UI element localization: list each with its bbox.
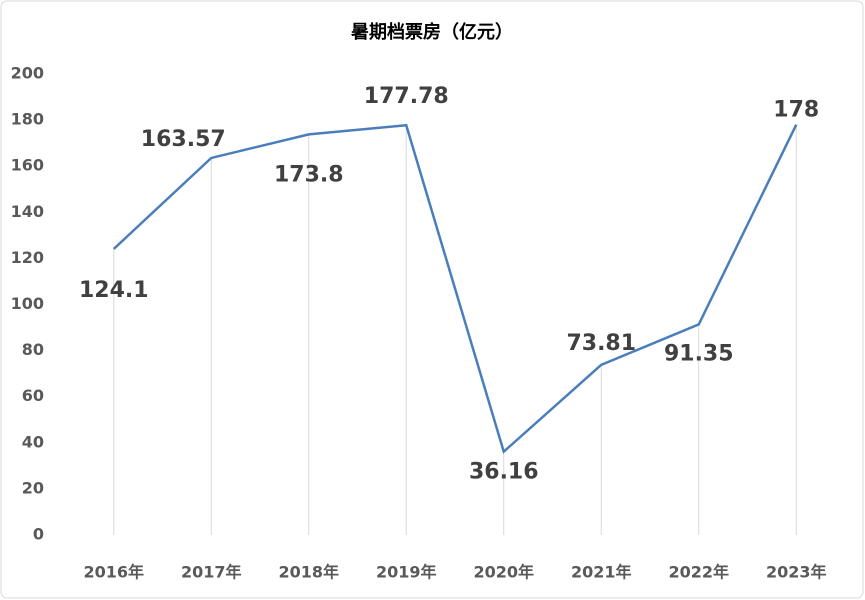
y-tick-label: 40 xyxy=(22,432,44,451)
x-tick-label: 2022年 xyxy=(668,563,729,582)
data-label: 36.16 xyxy=(469,460,539,485)
x-tick-label: 2021年 xyxy=(571,563,632,582)
data-label: 73.81 xyxy=(566,331,636,356)
data-label: 124.1 xyxy=(79,278,149,303)
x-tick-label: 2016年 xyxy=(83,563,144,582)
data-label: 173.8 xyxy=(274,162,344,187)
chart-title: 暑期档票房（亿元） xyxy=(351,21,513,43)
y-tick-label: 100 xyxy=(11,294,44,313)
y-tick-label: 160 xyxy=(11,156,44,175)
y-tick-label: 180 xyxy=(11,110,44,129)
x-tick-label: 2018年 xyxy=(278,563,339,582)
x-tick-label: 2017年 xyxy=(181,563,242,582)
data-label: 178 xyxy=(773,98,819,123)
data-label: 177.78 xyxy=(364,84,449,109)
y-tick-label: 80 xyxy=(22,340,44,359)
y-tick-label: 60 xyxy=(22,386,44,405)
y-tick-label: 140 xyxy=(11,202,44,221)
y-tick-label: 120 xyxy=(11,248,44,267)
data-line xyxy=(112,123,798,454)
data-label: 163.57 xyxy=(141,127,226,152)
x-tick-label: 2019年 xyxy=(376,563,437,582)
y-tick-label: 0 xyxy=(33,525,44,544)
data-label: 91.35 xyxy=(664,341,734,366)
y-tick-label: 20 xyxy=(22,478,44,497)
y-tick-label: 200 xyxy=(11,64,44,83)
x-tick-label: 2023年 xyxy=(766,563,827,582)
x-tick-label: 2020年 xyxy=(473,563,534,582)
